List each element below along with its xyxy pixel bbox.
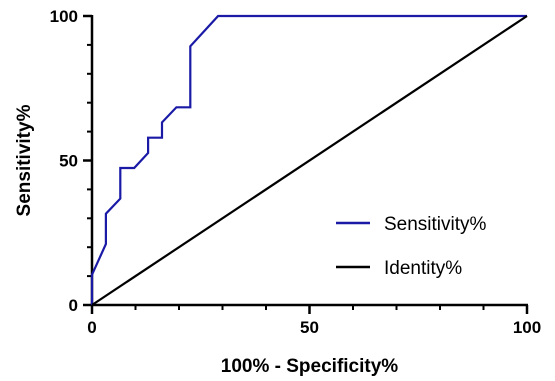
legend: Sensitivity% Identity% bbox=[336, 214, 487, 279]
legend-label-identity: Identity% bbox=[384, 258, 462, 279]
x-axis-title: 100% - Specificity% bbox=[221, 356, 399, 377]
x-tick-label: 100 bbox=[513, 318, 541, 337]
x-tick-label: 50 bbox=[300, 318, 319, 337]
sensitivity-series-line bbox=[90, 14, 527, 305]
y-tick-label: 100 bbox=[50, 7, 78, 26]
legend-label-sensitivity: Sensitivity% bbox=[384, 214, 487, 235]
y-tick-label: 0 bbox=[69, 296, 78, 315]
identity-series-line bbox=[91, 15, 528, 306]
y-axis-title: Sensitivity% bbox=[14, 104, 35, 216]
x-tick-label: 0 bbox=[87, 318, 96, 337]
series bbox=[90, 14, 528, 306]
y-tick-label: 50 bbox=[59, 152, 78, 171]
ticks: 0 50 100 0 50 100 bbox=[50, 7, 542, 337]
